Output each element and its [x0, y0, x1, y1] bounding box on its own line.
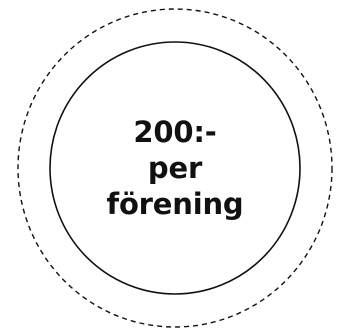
inner-solid-circle	[49, 41, 301, 295]
outer-dashed-circle	[17, 8, 333, 328]
unit-text: förening	[106, 187, 244, 221]
per-text: per	[147, 151, 203, 185]
badge-text: 200:- per förening	[62, 68, 288, 268]
price-text: 200:-	[133, 115, 217, 149]
